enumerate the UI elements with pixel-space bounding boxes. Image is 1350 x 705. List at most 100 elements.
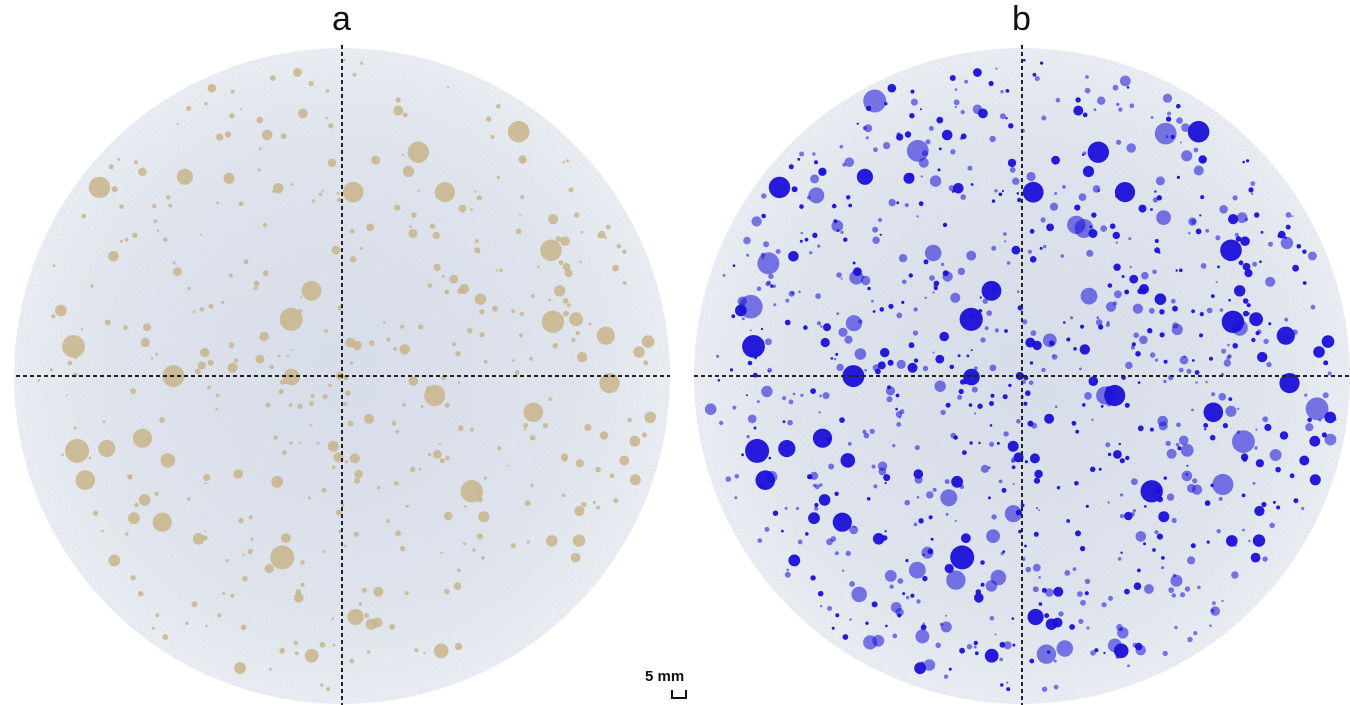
colony bbox=[1242, 298, 1249, 304]
colony bbox=[67, 360, 73, 366]
colony bbox=[1011, 465, 1016, 470]
colony bbox=[548, 214, 559, 225]
colony bbox=[132, 428, 153, 448]
colony bbox=[863, 635, 878, 650]
colony bbox=[609, 473, 615, 479]
colony bbox=[991, 199, 996, 203]
colony bbox=[328, 383, 332, 388]
colony bbox=[490, 134, 495, 139]
colony bbox=[788, 164, 794, 170]
colony bbox=[879, 307, 885, 312]
colony bbox=[1155, 176, 1165, 186]
colony bbox=[1084, 392, 1092, 400]
colony bbox=[352, 72, 357, 77]
colony bbox=[764, 526, 770, 532]
colony bbox=[1029, 228, 1035, 234]
colony bbox=[1186, 368, 1192, 374]
colony bbox=[872, 310, 876, 313]
colony bbox=[957, 267, 966, 276]
colony bbox=[548, 397, 553, 401]
dish-b bbox=[694, 45, 1350, 705]
colony bbox=[957, 394, 963, 400]
colony bbox=[407, 141, 429, 163]
colony bbox=[108, 554, 121, 567]
colony bbox=[596, 326, 615, 345]
colony bbox=[980, 560, 985, 565]
colony bbox=[1250, 181, 1256, 187]
colony bbox=[192, 310, 196, 313]
colony bbox=[207, 385, 211, 390]
colony bbox=[474, 247, 480, 254]
colony bbox=[269, 75, 276, 81]
colony bbox=[934, 380, 946, 392]
colony bbox=[986, 310, 992, 316]
colony bbox=[332, 643, 336, 647]
colony bbox=[924, 296, 927, 299]
colony bbox=[1125, 361, 1133, 370]
colony bbox=[401, 153, 405, 156]
colony bbox=[866, 497, 871, 501]
colony bbox=[37, 379, 41, 382]
colony bbox=[572, 534, 586, 547]
colony bbox=[238, 201, 244, 207]
colony bbox=[1179, 141, 1182, 144]
colony bbox=[432, 231, 440, 240]
colony bbox=[423, 651, 426, 655]
colony bbox=[293, 68, 302, 77]
colony bbox=[800, 393, 804, 397]
colony bbox=[1044, 413, 1055, 424]
colony bbox=[918, 201, 924, 207]
colony bbox=[1129, 265, 1132, 269]
colony bbox=[1126, 86, 1130, 89]
colony bbox=[888, 303, 894, 309]
colony bbox=[1167, 111, 1172, 116]
colony bbox=[222, 592, 226, 596]
colony bbox=[888, 198, 896, 207]
colony bbox=[799, 239, 803, 243]
colony bbox=[1133, 332, 1139, 339]
colony bbox=[862, 275, 865, 278]
colony bbox=[273, 183, 284, 194]
colony bbox=[619, 455, 630, 466]
colony bbox=[1009, 167, 1016, 173]
colony bbox=[353, 531, 359, 537]
colony bbox=[974, 651, 979, 656]
colony bbox=[1056, 640, 1074, 657]
colony bbox=[985, 580, 998, 592]
colony bbox=[810, 471, 819, 480]
colony bbox=[909, 113, 915, 119]
colony bbox=[1106, 401, 1112, 407]
colony bbox=[804, 237, 809, 242]
colony bbox=[580, 230, 584, 234]
colony bbox=[514, 370, 520, 375]
colony bbox=[349, 361, 354, 365]
colony bbox=[575, 331, 580, 336]
colony bbox=[309, 401, 314, 406]
colony bbox=[1001, 189, 1005, 193]
colony bbox=[786, 568, 789, 572]
colony bbox=[1028, 380, 1034, 386]
colony bbox=[1091, 418, 1094, 421]
colony bbox=[365, 618, 378, 630]
colony bbox=[775, 249, 781, 254]
colony bbox=[1180, 592, 1186, 598]
colony bbox=[1064, 570, 1071, 576]
colony bbox=[1078, 193, 1087, 202]
colony bbox=[1162, 650, 1168, 657]
colony bbox=[298, 441, 301, 445]
colony bbox=[1079, 367, 1082, 371]
colony bbox=[1191, 309, 1195, 314]
colony bbox=[1006, 681, 1009, 684]
colony bbox=[599, 431, 609, 440]
colony bbox=[130, 388, 137, 394]
colony bbox=[1210, 294, 1215, 298]
colony bbox=[1158, 511, 1170, 523]
colony bbox=[734, 496, 738, 500]
colony bbox=[324, 329, 328, 333]
colony bbox=[949, 364, 955, 370]
colony bbox=[885, 624, 888, 628]
colony bbox=[756, 400, 760, 404]
colony bbox=[1087, 141, 1110, 163]
colony bbox=[831, 626, 835, 630]
colony bbox=[417, 189, 420, 192]
